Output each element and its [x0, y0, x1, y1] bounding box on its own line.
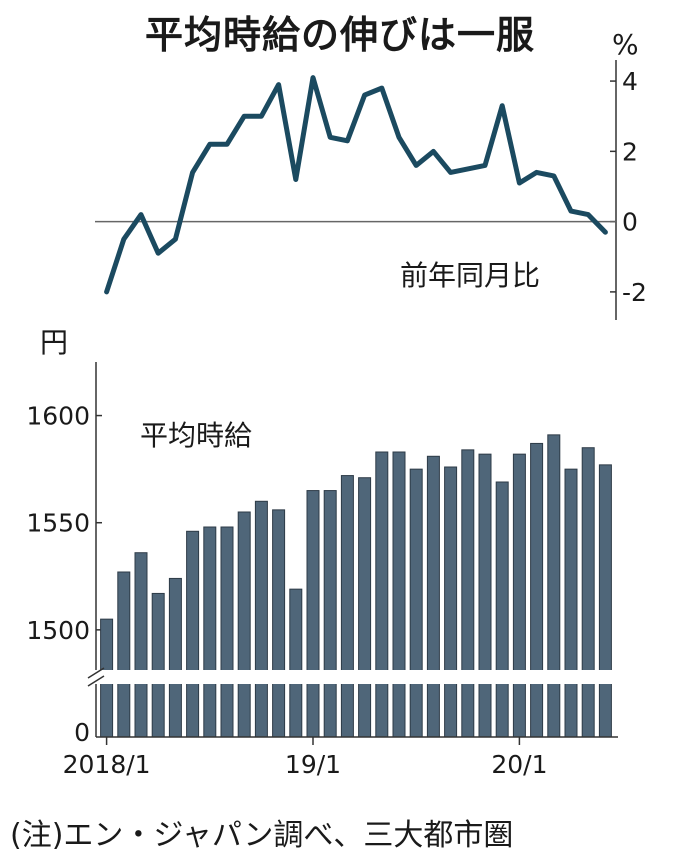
wage-bar	[272, 509, 286, 738]
wage-bar	[530, 442, 544, 738]
line-unit-label: %	[612, 28, 639, 61]
wage-bar	[186, 530, 200, 738]
bar-y-tick-label: 1550	[26, 509, 90, 538]
wage-bar	[598, 464, 612, 738]
bar-zero-label: 0	[74, 718, 90, 747]
x-tick-label: 2018/1	[63, 750, 151, 779]
line-y-tick-label: 4	[622, 67, 638, 96]
line-y-tick-label: -2	[622, 278, 647, 307]
source-note: (注)エン・ジャパン調べ、三大都市圏	[10, 818, 514, 853]
yoy-line	[104, 75, 608, 295]
wage-bar	[495, 481, 509, 738]
line-y-tick-label: 2	[622, 137, 638, 166]
bar-panel: 円 1500 1550 1600 0 平均時給	[26, 326, 648, 747]
line-panel: % -2 0 2 4 前年同月比	[95, 28, 647, 320]
bar-y-tick-label: 1600	[26, 402, 90, 431]
line-y-tick-label: 0	[622, 208, 638, 237]
wage-bar	[564, 468, 578, 738]
chart-title: 平均時給の伸びは一服	[144, 13, 535, 57]
wage-bar	[461, 449, 475, 738]
wage-bar	[409, 468, 423, 738]
wage-bar	[289, 588, 303, 738]
x-tick-label: 19/1	[285, 750, 341, 779]
wage-bar	[581, 447, 595, 738]
wage-bar	[203, 526, 217, 738]
bar-series-label: 平均時給	[140, 419, 252, 452]
wage-bar	[478, 453, 492, 738]
axis-break-mark	[87, 667, 105, 679]
x-tick-label: 20/1	[491, 750, 547, 779]
wage-bar	[151, 592, 165, 738]
axis-break-gap	[88, 670, 648, 684]
line-series-label: 前年同月比	[400, 259, 540, 292]
x-axis: 2018/1 19/1 20/1	[63, 736, 618, 779]
wage-bar	[323, 490, 337, 738]
wage-bar	[254, 500, 268, 738]
wage-bar	[237, 511, 251, 738]
wage-bar	[134, 552, 148, 738]
wage-bar	[340, 475, 354, 738]
wage-bar	[168, 577, 182, 738]
bar-y-tick-label: 1500	[26, 616, 90, 645]
wage-bar	[512, 453, 526, 738]
wage-bar	[358, 477, 372, 738]
wage-bar	[547, 434, 561, 738]
wage-bar	[220, 526, 234, 738]
axis-break-mark	[87, 675, 105, 687]
wage-bar	[392, 451, 406, 738]
wage-bar	[306, 490, 320, 738]
wage-bar	[444, 466, 458, 738]
bar-unit-label: 円	[40, 326, 68, 359]
wage-bar	[426, 455, 440, 738]
wage-bar	[375, 451, 389, 738]
wage-bar	[117, 571, 131, 738]
